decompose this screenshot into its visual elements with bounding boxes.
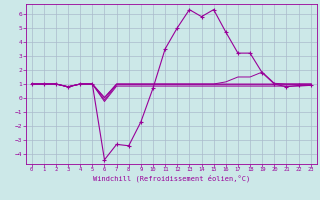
X-axis label: Windchill (Refroidissement éolien,°C): Windchill (Refroidissement éolien,°C) bbox=[92, 175, 250, 182]
